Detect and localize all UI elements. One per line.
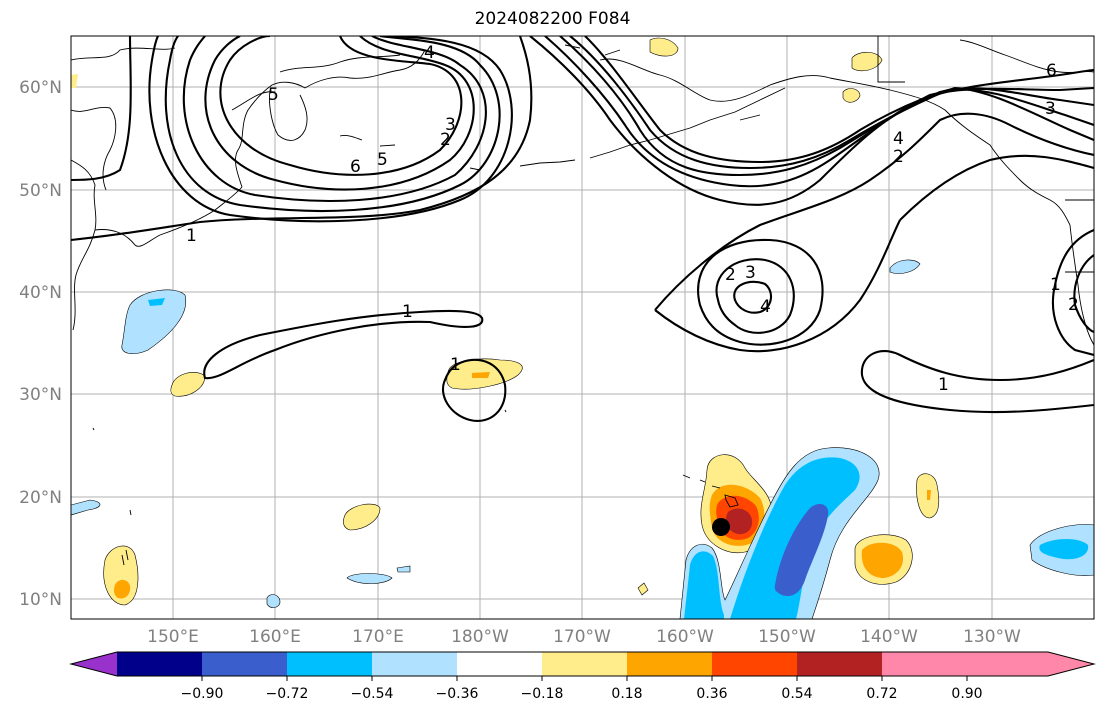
- lon-label: 150°E: [147, 627, 199, 647]
- colorbar-bin: [797, 652, 882, 676]
- colorbar-tick-label: −0.18: [521, 686, 564, 702]
- contour-label: 2: [893, 147, 904, 167]
- contour-label: 3: [745, 263, 756, 283]
- colorbar-tick-label: 0.36: [696, 686, 727, 702]
- lon-label: 180°W: [451, 627, 509, 647]
- storm-center-marker: [712, 518, 730, 536]
- colorbar-bin: [627, 652, 712, 676]
- colorbar-bin: [712, 652, 797, 676]
- colorbar-bin: [287, 652, 372, 676]
- lon-label: 150°W: [758, 627, 816, 647]
- contour-label: 6: [350, 157, 361, 177]
- contour-label: 1: [450, 355, 461, 375]
- contour-label: 2: [1068, 295, 1079, 315]
- lat-label: 50°N: [19, 181, 62, 201]
- colorbar-tick-label: 0.18: [611, 686, 642, 702]
- lat-label: 60°N: [19, 78, 62, 98]
- contour-label-group: 1 1 1 1 1 2 2 2 2 3 3 3 4 4 4 5 5 6 6: [186, 43, 1079, 395]
- colorbar-tick-label: 0.90: [951, 686, 982, 702]
- contour-label: 3: [1045, 99, 1056, 119]
- contour-label: 1: [1050, 275, 1061, 295]
- contour-label: 2: [725, 265, 736, 285]
- coastlines: [71, 36, 1094, 566]
- lon-label: 170°W: [553, 627, 611, 647]
- colorbar-extend-min: [71, 652, 117, 676]
- colorbar-extend-max: [967, 652, 1094, 676]
- lat-label: 30°N: [19, 385, 62, 405]
- contour-label: 1: [402, 302, 413, 322]
- latitude-labels: 60°N 50°N 40°N 30°N 20°N 10°N: [19, 78, 62, 610]
- colorbar-tick-label: 0.72: [866, 686, 897, 702]
- contours: [71, 36, 1094, 422]
- contour-label: 3: [445, 115, 456, 135]
- colorbar-ticks: [201, 676, 968, 681]
- colorbar-bin: [457, 652, 542, 676]
- map-title: 2024082200 F084: [474, 9, 631, 29]
- contour-label: 2: [440, 130, 451, 150]
- lon-label: 160°E: [249, 627, 301, 647]
- lon-label: 140°W: [860, 627, 918, 647]
- contour-label: 1: [186, 226, 197, 246]
- contour-label: 4: [760, 297, 771, 317]
- contour-label: 5: [377, 150, 388, 170]
- contour-label: 4: [424, 43, 435, 63]
- colorbar-bin: [117, 652, 202, 676]
- colorbar-outline: [69, 651, 1096, 677]
- contour-label: 4: [893, 129, 904, 149]
- longitude-labels: 150°E 160°E 170°E 180°W 170°W 160°W 150°…: [147, 627, 1021, 647]
- lon-label: 130°W: [963, 627, 1021, 647]
- lat-label: 40°N: [19, 283, 62, 303]
- colorbar: −0.90 −0.72 −0.54 −0.36 −0.18 0.18 0.36 …: [69, 651, 1096, 702]
- colorbar-bin: [882, 652, 967, 676]
- colorbar-tick-label: −0.36: [436, 686, 479, 702]
- contour-label: 5: [268, 85, 279, 105]
- colorbar-bin: [372, 652, 457, 676]
- contour-label: 1: [938, 375, 949, 395]
- colorbar-bin: [202, 652, 287, 676]
- shaded-anomalies: [71, 37, 1094, 619]
- colorbar-tick-label: 0.54: [781, 686, 812, 702]
- map-frame: [70, 35, 1095, 620]
- lat-label: 20°N: [19, 488, 62, 508]
- colorbar-tick-label: −0.72: [266, 686, 309, 702]
- lon-label: 170°E: [352, 627, 404, 647]
- lon-label: 160°W: [656, 627, 714, 647]
- contour-label: 6: [1046, 61, 1057, 81]
- lat-label: 10°N: [19, 590, 62, 610]
- colorbar-bin: [542, 652, 627, 676]
- colorbar-tick-label: −0.54: [351, 686, 394, 702]
- colorbar-tick-label: −0.90: [181, 686, 224, 702]
